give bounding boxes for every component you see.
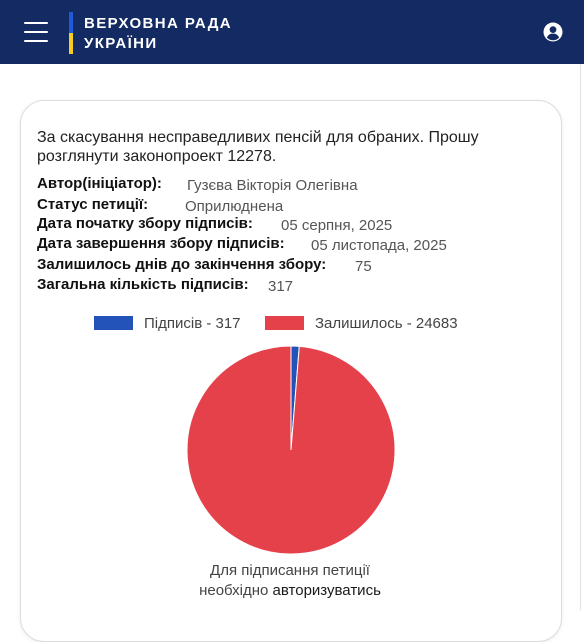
field-label: Автор(ініціатор): (37, 175, 162, 192)
field-value: 05 листопада, 2025 (311, 237, 447, 254)
legend-swatch-remaining (265, 316, 304, 330)
login-link[interactable]: авторизуватись (272, 582, 381, 599)
field-days-left: Залишилось днів до закінчення збору: 75 (37, 256, 372, 275)
field-value: 75 (355, 258, 372, 275)
field-author: Автор(ініціатор): Гузєва Вікторія Олегів… (37, 175, 358, 194)
field-value: Оприлюднена (185, 198, 284, 215)
auth-notice: Для підписання петиції необхідно авториз… (120, 561, 460, 601)
field-status: Статус петиції: Оприлюднена (37, 196, 283, 215)
top-header: ВЕРХОВНА РАДА УКРАЇНИ (0, 0, 584, 64)
petition-title: За скасування несправедливих пенсій для … (37, 129, 479, 165)
user-account-icon[interactable] (543, 22, 563, 42)
site-logo[interactable]: ВЕРХОВНА РАДА УКРАЇНИ (84, 14, 232, 54)
logo-line-1: ВЕРХОВНА РАДА (84, 15, 233, 32)
field-total-signatures: Загальна кількість підписів: 317 (37, 276, 293, 295)
auth-notice-line1: Для підписання петиції (210, 562, 370, 579)
hamburger-menu-icon[interactable] (24, 20, 50, 44)
field-label: Статус петиції: (37, 196, 149, 213)
field-label: Дата завершення збору підписів: (37, 235, 285, 252)
field-value: Гузєва Вікторія Олегівна (187, 177, 358, 194)
field-label: Дата початку збору підписів: (37, 215, 253, 232)
legend-label-remaining: Залишилось - 24683 (315, 315, 458, 332)
field-label: Загальна кількість підписів: (37, 276, 249, 293)
legend-label-signatures: Підписів - 317 (144, 315, 241, 332)
field-label: Залишилось днів до закінчення збору: (37, 256, 327, 273)
auth-notice-line2: необхідно авторизуватись (120, 581, 460, 601)
field-value: 317 (268, 278, 294, 295)
flag-stripe-icon (69, 12, 73, 54)
legend-swatch-signatures (94, 316, 133, 330)
field-start-date: Дата початку збору підписів: 05 серпня, … (37, 215, 392, 234)
auth-notice-prefix: необхідно (199, 582, 269, 599)
signatures-pie-chart (186, 345, 396, 555)
pie-slice-remaining (186, 345, 396, 555)
field-value: 05 серпня, 2025 (281, 217, 393, 234)
logo-line-2: УКРАЇНИ (84, 35, 158, 52)
page-edge-divider (580, 64, 581, 610)
field-end-date: Дата завершення збору підписів: 05 листо… (37, 235, 447, 254)
